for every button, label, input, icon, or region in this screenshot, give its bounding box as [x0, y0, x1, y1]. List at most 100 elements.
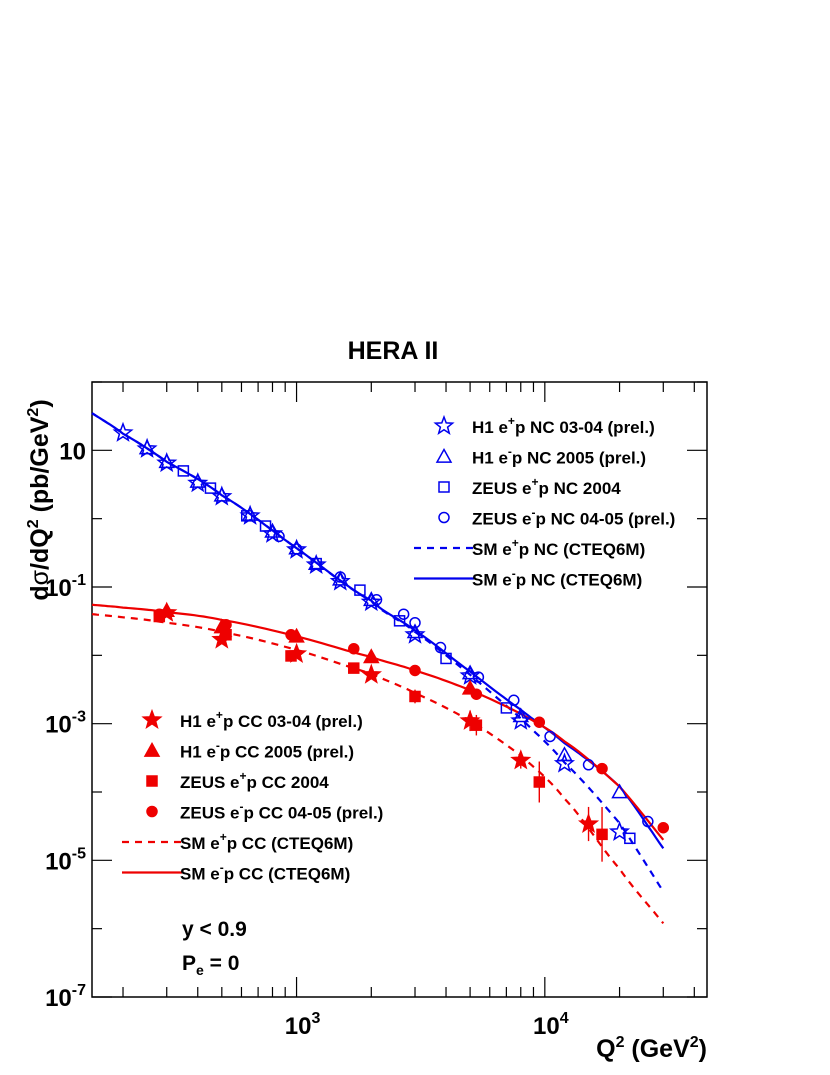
legend-label: H1 e-p NC 2005 (prel.) — [472, 445, 646, 468]
legend-marker — [146, 775, 158, 787]
data-point — [189, 472, 207, 488]
y-tick-label: 10-5 — [45, 845, 86, 875]
data-point — [577, 812, 600, 834]
data-point — [220, 619, 232, 631]
data-point — [136, 437, 158, 458]
legend-label: H1 e+p NC 03-04 (prel.) — [472, 414, 655, 437]
y-tick-label: 10-7 — [45, 982, 86, 1012]
legend-cc: H1 e+p CC 03-04 (prel.) H1 e-p CC 2005 (p… — [122, 708, 383, 884]
data-point — [397, 608, 410, 620]
data-point — [153, 608, 166, 620]
data-point — [434, 641, 447, 654]
legend-marker — [143, 741, 161, 757]
data-point — [624, 832, 636, 845]
data-point — [611, 783, 628, 799]
data-point — [138, 439, 156, 455]
axis-ticks — [92, 381, 707, 998]
data-point — [310, 557, 322, 570]
data-point — [348, 662, 360, 674]
svg-text:dσ/dQ2 (pb/GeV2): dσ/dQ2 (pb/GeV2) — [25, 399, 54, 600]
series-zeus-e-p-nc-04-05-prel- — [273, 530, 654, 828]
plot-frame — [91, 381, 708, 998]
data-point — [354, 584, 366, 596]
data-point — [596, 762, 608, 775]
y-axis-label: dσ/dQ2 (pb/GeV2) — [25, 399, 54, 600]
data-point — [544, 730, 556, 743]
legend-marker — [435, 447, 453, 463]
legend-label: ZEUS e-p NC 04-05 (prel.) — [472, 506, 675, 529]
data-point — [508, 694, 520, 707]
legend-label: SM e+p NC (CTEQ6M) — [472, 536, 645, 559]
data-point — [510, 749, 532, 770]
data-point — [220, 629, 232, 641]
data-point — [334, 571, 347, 583]
data-point — [360, 663, 382, 684]
axis-tick-labels: 103 104 10 10-1 10-3 10-5 10-7 — [45, 438, 569, 1040]
legend-marker — [438, 511, 450, 524]
legend-label: ZEUS e+p NC 2004 — [472, 475, 621, 498]
data-point — [596, 828, 608, 841]
data-point — [285, 650, 297, 662]
data-point — [370, 594, 383, 606]
data-point — [533, 716, 546, 728]
data-point — [500, 702, 513, 714]
data-point — [512, 707, 530, 723]
data-point — [510, 709, 532, 730]
chart-title: HERA II — [348, 337, 439, 365]
data-point — [406, 623, 424, 639]
data-point — [440, 652, 452, 665]
y-tick-label: 10 — [59, 438, 86, 465]
x-tick-label: 103 — [285, 1010, 321, 1040]
series-zeus-e-p-nc-2004 — [177, 465, 636, 845]
legend-label: ZEUS e+p CC 2004 — [180, 769, 329, 792]
y-tick-label: 10-3 — [45, 709, 86, 739]
data-point — [331, 570, 349, 586]
data-point — [470, 688, 483, 700]
data-point — [204, 482, 217, 494]
series-zeus-e-p-cc-04-05-prel- — [153, 608, 670, 834]
data-point — [470, 719, 483, 731]
data-point — [556, 746, 573, 762]
annotation-y-cut: y < 0.9 — [182, 918, 247, 941]
data-point — [404, 623, 426, 644]
series-zeus-e-p-cc-2004 — [153, 610, 608, 862]
data-point — [285, 629, 297, 641]
annotation-polarisation: Pe = 0 — [182, 952, 239, 978]
data-point — [348, 642, 360, 655]
data-point — [608, 820, 631, 842]
legend-nc: H1 e+p NC 03-04 (prel.) H1 e-p NC 2005 (p… — [414, 414, 675, 590]
data-point — [582, 759, 595, 771]
svg-text:Q2 (GeV2): Q2 (GeV2) — [596, 1034, 707, 1063]
data-point — [259, 520, 272, 532]
legend-label: ZEUS e-p CC 04-05 (prel.) — [180, 800, 383, 823]
data-point — [642, 815, 654, 828]
data-point — [472, 671, 485, 683]
data-point — [177, 465, 190, 477]
data-point — [657, 821, 670, 834]
x-tick-label: 104 — [533, 1010, 569, 1040]
legend-label: SM e-p CC (CTEQ6M) — [180, 861, 350, 884]
data-points — [112, 421, 670, 862]
curve-sm-e-p-nc-cteq6m- — [91, 412, 665, 849]
data-point — [363, 648, 380, 664]
legend-marker — [146, 805, 158, 818]
data-point — [533, 776, 546, 788]
data-point — [158, 453, 176, 469]
data-point — [409, 616, 421, 629]
legend-label: H1 e+p CC 03-04 (prel.) — [180, 708, 363, 731]
x-axis-label: Q2 (GeV2) — [596, 1034, 707, 1063]
legend-marker — [141, 708, 163, 730]
data-point — [363, 591, 380, 607]
data-point — [409, 690, 421, 703]
data-point — [461, 664, 479, 680]
legend-label: H1 e-p CC 2005 (prel.) — [180, 739, 354, 762]
data-point — [409, 664, 421, 677]
legend-label: SM e-p NC (CTEQ6M) — [472, 567, 642, 590]
data-point — [240, 510, 253, 522]
legend-marker — [438, 481, 450, 493]
legend-label: SM e+p CC (CTEQ6M) — [180, 830, 353, 853]
data-point — [213, 486, 231, 502]
data-point — [112, 421, 134, 442]
y-tick-label: 10-1 — [45, 572, 86, 602]
